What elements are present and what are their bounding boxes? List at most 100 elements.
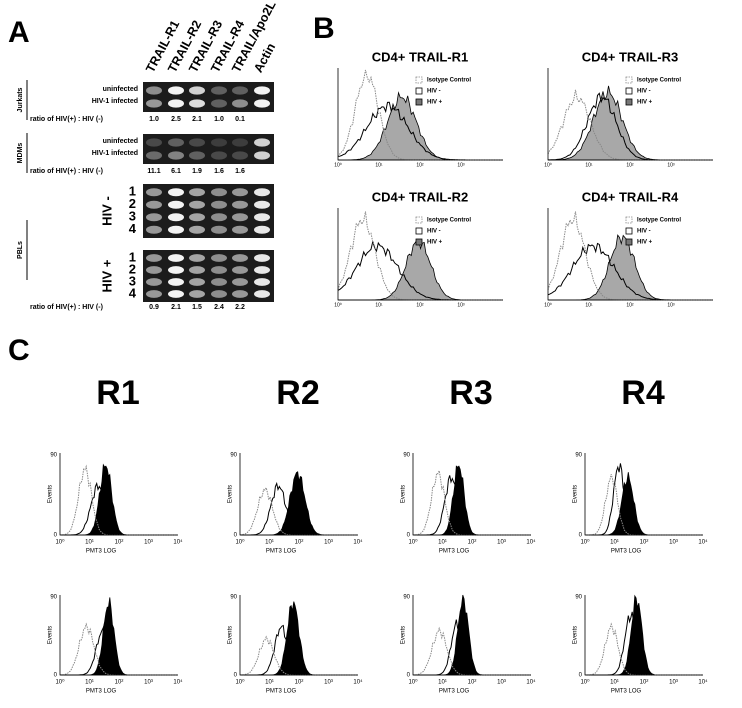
legend-swatch [415,227,423,235]
x-tick-label: 10² [626,162,634,168]
legend-swatch [415,98,423,106]
plot-title: CD4+ TRAIL-R3 [582,49,678,64]
y-tick-label: 90 [575,453,582,459]
axis [337,208,503,301]
axis [584,595,703,676]
gel-band [211,99,227,108]
axis [547,68,713,161]
axis [547,208,713,301]
y-tick-label: 90 [575,595,582,601]
gel-band [211,290,227,298]
axis [584,453,703,536]
gel [143,82,274,112]
y-tick-label: 0 [407,673,411,679]
y-axis-label: Events [48,626,54,644]
gel [143,184,274,238]
gel-band [168,266,184,274]
gel-band [146,188,162,197]
legend-swatch [625,227,633,235]
group-label: PBLs [17,241,24,259]
x-tick-label: 10⁰ [408,679,418,686]
gel-band [189,99,205,108]
y-axis-label: Events [573,626,579,644]
x-tick-label: 10¹ [610,540,619,546]
gel-band [189,278,205,286]
gel-band [254,138,270,147]
legend-swatch [625,216,633,224]
gel-band [146,290,162,298]
gel-band [189,225,205,234]
row-label: HIV-1 infected [92,98,138,105]
legend-label: HIV + [427,240,443,246]
column-header: R1 [96,374,139,412]
hiv-neg-histogram [585,463,703,536]
x-tick-label: 10⁴ [526,539,536,546]
y-tick-label: 0 [234,673,238,679]
x-tick-label: 10¹ [375,162,383,168]
x-tick-label: 10² [416,162,424,168]
legend-label: HIV + [637,240,653,246]
y-tick-label: 90 [230,595,237,601]
gel-band [168,290,184,298]
isotype-histogram [412,468,531,536]
gel-band [168,225,184,234]
legend-swatch [625,238,633,246]
gel-band [168,99,184,108]
panel-label: A [8,16,30,49]
gel-band [254,86,270,95]
lane-label: 3 [129,209,136,224]
axis [337,68,503,161]
x-tick-label: 10¹ [85,540,94,546]
isotype-histogram [547,211,713,301]
y-axis-label: Events [228,626,234,644]
gel-band [146,138,162,147]
gel-band [189,290,205,298]
gel-band [232,200,248,209]
x-axis-label: PMT3 LOG [611,689,642,695]
x-tick-label: 10⁰ [55,679,65,686]
gel-band [146,278,162,286]
gel-band [189,188,205,197]
x-tick-label: 10³ [324,680,333,686]
lane-label: 2 [129,196,136,211]
x-tick-label: 10³ [667,162,675,168]
gel-band [168,213,184,222]
y-tick-label: 90 [230,453,237,459]
lane-label: 1 [129,184,136,199]
x-tick-label: 10⁰ [334,162,342,168]
legend-label: Isotype Control [637,78,681,84]
x-tick-label: 10⁰ [334,302,342,308]
ratio-label: ratio of HIV(+) : HIV (-) [30,116,103,123]
x-tick-label: 10¹ [375,302,383,308]
legend-label: HIV - [637,229,651,235]
lane-label: 4 [129,285,137,300]
ratio-value: 2.2 [235,304,245,311]
x-tick-label: 10² [115,540,124,546]
group-label: MDMs [17,143,24,164]
x-tick-label: 10³ [669,680,678,686]
y-tick-label: 90 [403,595,410,601]
x-tick-label: 10³ [497,540,506,546]
legend-swatch [415,76,423,84]
x-axis-label: PMT3 LOG [611,549,642,555]
x-tick-label: 10³ [144,680,153,686]
hiv-pos-histogram [338,239,503,301]
panel-label: C [8,334,30,367]
gel-band [189,151,205,160]
x-axis-label: PMT3 LOG [439,549,470,555]
x-tick-label: 10⁴ [698,539,708,546]
gel-band [232,188,248,197]
gel-band [168,86,184,95]
x-tick-label: 10² [468,680,477,686]
group-label: Jurkats [17,87,24,112]
gel-band [146,99,162,108]
gel-band [232,290,248,298]
x-tick-label: 10² [115,680,124,686]
ratio-value: 2.4 [214,304,224,311]
isotype-histogram [337,211,503,301]
x-tick-label: 10⁴ [698,679,708,686]
axis [239,595,358,676]
x-tick-label: 10⁰ [544,302,552,308]
gel-band [211,188,227,197]
